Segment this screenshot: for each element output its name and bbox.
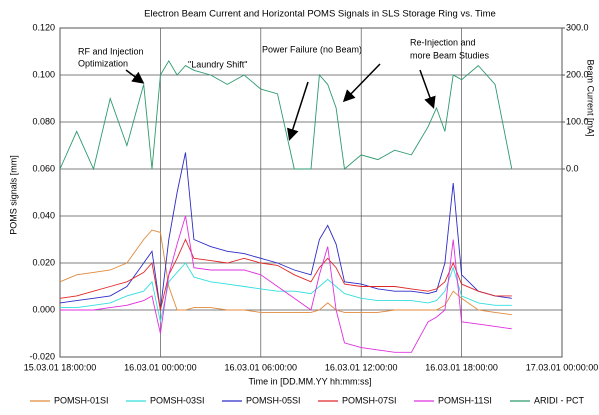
y-tick-label: 0.060 bbox=[32, 163, 55, 173]
series-line bbox=[59, 60, 513, 171]
legend-label: POMSH-11SI bbox=[438, 395, 492, 405]
y2-tick-label: 100.0 bbox=[566, 116, 589, 126]
plot-area bbox=[59, 27, 563, 358]
y-tick-label: -0.020 bbox=[29, 351, 55, 361]
series-line bbox=[59, 238, 512, 311]
annotations: RF and Injection Optimization "Laundry S… bbox=[78, 37, 490, 141]
x-tick-label: 15.03.01 18:00:00 bbox=[24, 362, 97, 372]
y-axis-title: POMS signals [mm] bbox=[8, 155, 18, 235]
legend: POMSH-01SI POMSH-03SI POMSH-05SI POMSH-07SI… bbox=[30, 395, 585, 405]
series-line bbox=[59, 229, 512, 316]
annotation: Power Failure (no Beam) bbox=[262, 44, 362, 54]
legend-label: POMSH-01SI bbox=[54, 395, 109, 405]
series-line bbox=[60, 215, 512, 353]
y-tick-label: 0.100 bbox=[32, 69, 55, 79]
y2-tick-label: 300.0 bbox=[566, 22, 589, 32]
series-line bbox=[60, 262, 512, 322]
y2-tick-label: 0.0 bbox=[566, 163, 579, 173]
annotation: Re-Injection and bbox=[410, 37, 476, 47]
arrow bbox=[287, 81, 309, 141]
chart-title: Electron Beam Current and Horizontal POM… bbox=[144, 9, 496, 20]
annotation: more Beam Studies bbox=[410, 50, 490, 60]
x-tick-label: 16.03.01 06:00:00 bbox=[225, 362, 298, 372]
y-tick-label: 0.020 bbox=[32, 257, 55, 267]
y2-axis-title: Beam Current [mA] bbox=[586, 59, 596, 136]
y-tick-label: 0.120 bbox=[32, 22, 55, 32]
y2-tick-label: 200.0 bbox=[566, 69, 589, 79]
y-tick-label: 0.040 bbox=[32, 210, 55, 220]
series-line bbox=[59, 152, 512, 311]
legend-label: POMSH-07SI bbox=[342, 395, 397, 405]
arrow bbox=[342, 63, 381, 103]
legend-label: POMSH-03SI bbox=[150, 395, 205, 405]
legend-label: ARIDI - PCT bbox=[534, 395, 585, 405]
x-tick-label: 16.03.01 12:00:00 bbox=[325, 362, 398, 372]
arrow bbox=[419, 69, 436, 109]
arrow bbox=[125, 69, 145, 84]
annotation: "Laundry Shift" bbox=[188, 59, 247, 69]
x-tick-label: 16.03.01 18:00:00 bbox=[425, 362, 498, 372]
y-tick-label: 0.000 bbox=[32, 304, 55, 314]
x-axis-title: Time in [DD.MM.YY hh:mm:ss] bbox=[248, 376, 371, 386]
y-tick-label: 0.080 bbox=[32, 116, 55, 126]
legend-label: POMSH-05SI bbox=[246, 395, 301, 405]
annotation: Optimization bbox=[78, 58, 128, 68]
x-tick-label: 17.03.01 00:00:00 bbox=[526, 362, 599, 372]
annotation: RF and Injection bbox=[78, 46, 144, 56]
x-tick-label: 16.03.01 00:00:00 bbox=[124, 362, 197, 372]
